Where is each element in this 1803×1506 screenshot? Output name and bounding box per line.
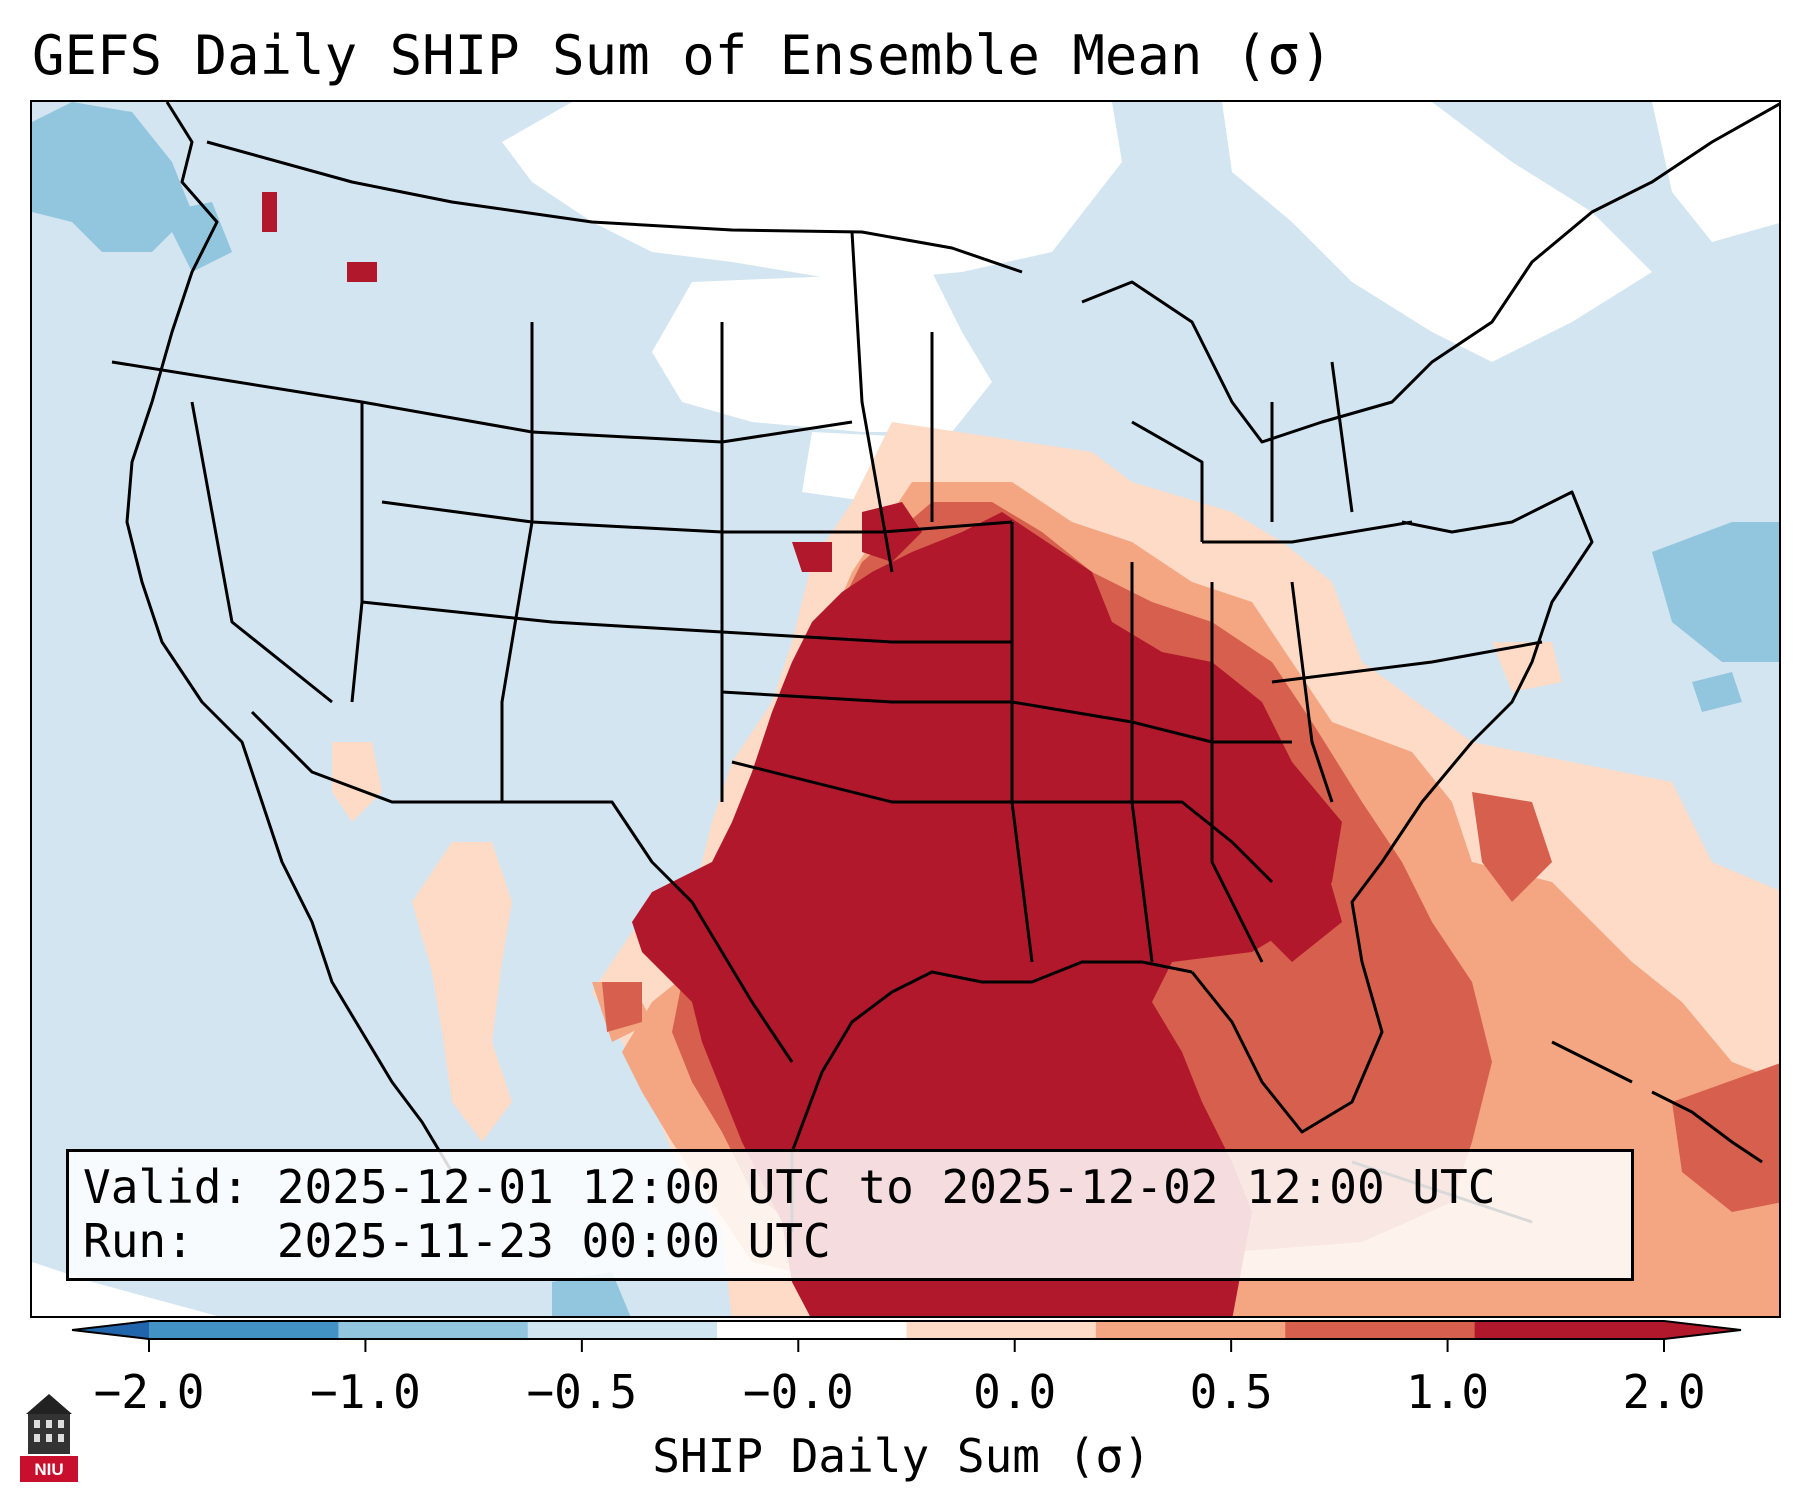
colorbar-bin	[717, 1321, 907, 1339]
colorbar-extend-high	[1664, 1321, 1741, 1339]
colorbar-bin	[1285, 1321, 1476, 1339]
valid-time-line: Valid: 2025-12-01 12:00 UTC to 2025-12-0…	[83, 1160, 1496, 1214]
colorbar-tick-label: −0.0	[742, 1365, 854, 1419]
colorbar-bin	[906, 1321, 1097, 1339]
colorbar-tick-label: −2.0	[93, 1365, 205, 1419]
colorbar-tick-label: 1.0	[1406, 1365, 1490, 1419]
colorbar-tick-label: −0.5	[526, 1365, 638, 1419]
colorbar-extend-low	[72, 1321, 149, 1339]
run-time-line: Run: 2025-11-23 00:00 UTC	[83, 1214, 831, 1268]
niu-logo-icon: NIU	[20, 1394, 78, 1482]
colorbar-tick-label: −1.0	[310, 1365, 421, 1419]
extreme-positive-anomaly-region	[262, 192, 1342, 1316]
colorbar	[71, 1320, 1742, 1352]
colorbar-tick-label: 2.0	[1622, 1365, 1706, 1419]
map-panel	[30, 100, 1781, 1318]
political-boundaries	[111, 102, 1779, 1232]
colorbar-bin	[527, 1321, 718, 1339]
colorbar-tick-label: 0.5	[1189, 1365, 1273, 1419]
chart-title: GEFS Daily SHIP Sum of Ensemble Mean (σ)	[32, 24, 1333, 87]
colorbar-bin	[1095, 1321, 1286, 1339]
neutral-anomaly-region	[32, 102, 1779, 1316]
colorbar-bin	[149, 1321, 339, 1339]
colorbar-label: SHIP Daily Sum (σ)	[652, 1429, 1151, 1483]
colorbar-bin	[338, 1321, 529, 1339]
map-canvas	[32, 102, 1779, 1316]
logo-text: NIU	[34, 1460, 63, 1479]
valid-run-info-box: Valid: 2025-12-01 12:00 UTC to 2025-12-0…	[66, 1149, 1634, 1281]
negative-anomaly-region	[32, 102, 1779, 1316]
colorbar-tick-label: 0.0	[973, 1365, 1057, 1419]
colorbar-bin	[1474, 1321, 1665, 1339]
